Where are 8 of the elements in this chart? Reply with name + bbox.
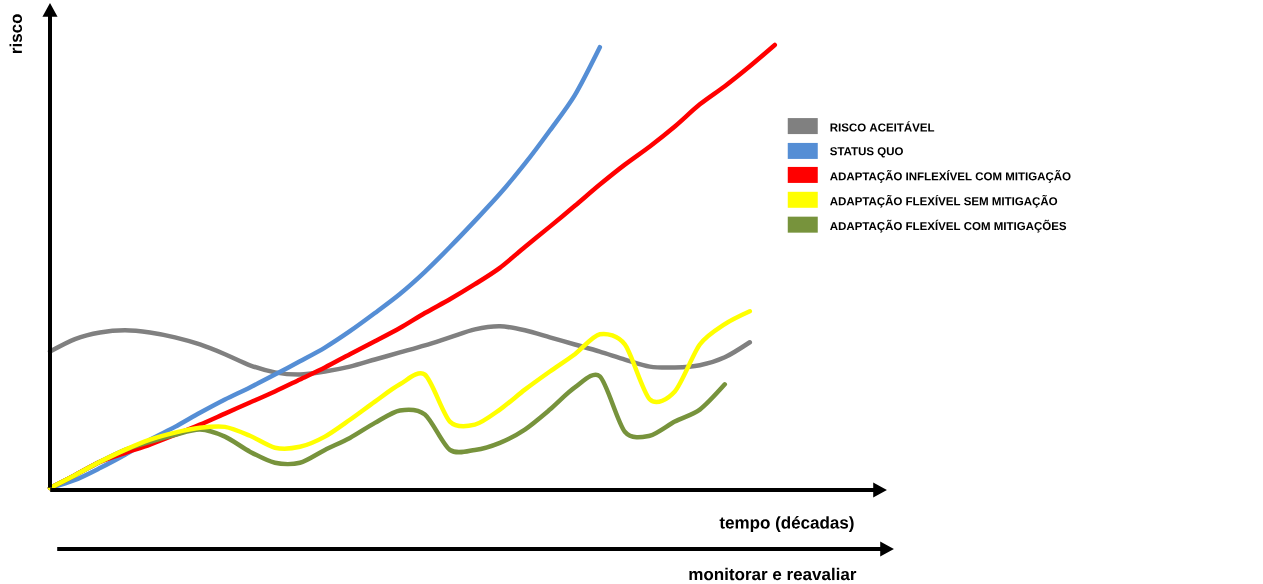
x-axis-title: tempo (décadas) [719,516,854,532]
legend-label: ADAPTAÇÃO INFLEXÍVEL COM MITIGAÇÃO [830,170,1071,183]
legend-label: STATUS QUO [830,147,903,158]
y-axis-title: risco [9,14,23,54]
legend-label: RISCO ACEITÁVEL [830,121,935,132]
text: monitorar e reavaliar [689,567,857,581]
legend-label: ADAPTAÇÃO FLEXÍVEL COM MITIGAÇÕES [830,219,1067,233]
legend-label: ADAPTAÇÃO FLEXÍVEL SEM MITIGAÇÃO [830,194,1058,208]
